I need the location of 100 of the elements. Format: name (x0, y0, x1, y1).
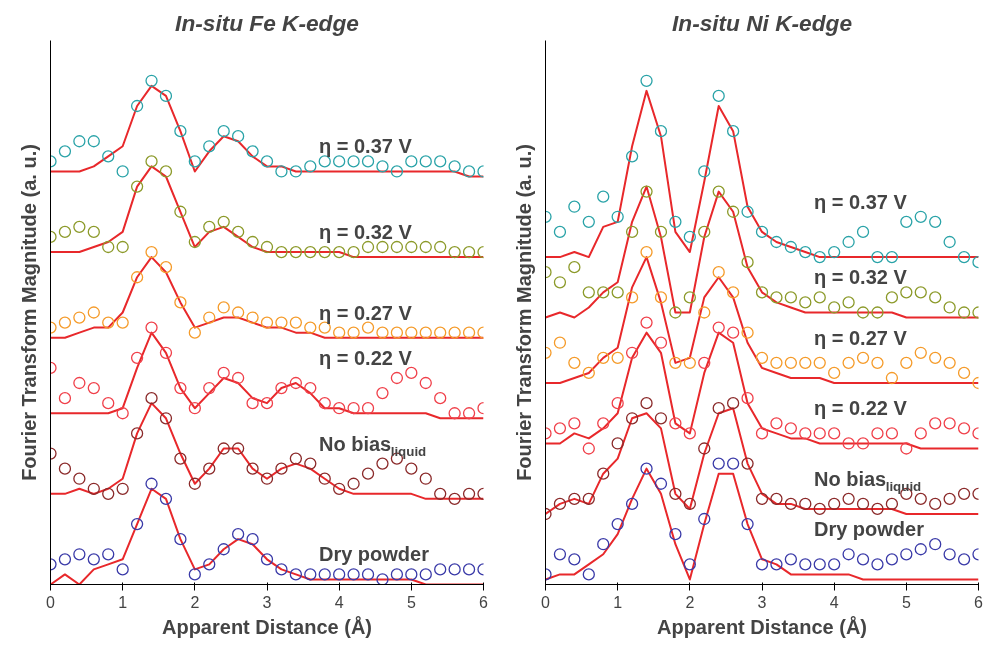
point (58, 145, 72, 158)
point (289, 316, 303, 329)
point (275, 381, 288, 395)
point (275, 462, 288, 475)
point (203, 140, 216, 153)
point (568, 200, 581, 213)
point (799, 296, 812, 309)
point (568, 492, 581, 506)
point (145, 321, 158, 334)
point (582, 215, 595, 228)
point (871, 427, 884, 440)
point (856, 351, 870, 364)
point (611, 437, 624, 450)
point (640, 185, 653, 198)
point (390, 165, 404, 178)
point (683, 497, 696, 511)
point (698, 356, 711, 370)
point (58, 225, 72, 239)
point (116, 407, 129, 420)
point (462, 487, 476, 500)
point (419, 240, 432, 254)
point (130, 180, 144, 193)
point (813, 502, 826, 516)
point (318, 568, 331, 581)
point (856, 225, 870, 239)
point (683, 427, 696, 440)
point (246, 462, 259, 475)
point (376, 386, 389, 400)
point (943, 548, 956, 561)
point (640, 74, 653, 87)
point (856, 497, 870, 511)
point (361, 240, 375, 254)
point (217, 366, 230, 380)
point (174, 205, 187, 218)
point (957, 306, 971, 319)
point (828, 366, 841, 380)
point (130, 99, 144, 113)
point (755, 286, 769, 299)
point (625, 497, 639, 511)
point (289, 568, 303, 581)
point (770, 558, 783, 571)
point (260, 316, 274, 329)
point (640, 316, 653, 329)
point (640, 462, 653, 475)
point (390, 568, 404, 581)
point (347, 155, 360, 168)
point (900, 356, 913, 370)
point (347, 402, 360, 415)
point (217, 215, 230, 228)
series-label: η = 0.32 V (318, 220, 413, 243)
point (957, 366, 971, 380)
point (448, 492, 461, 506)
point (376, 240, 389, 254)
point (726, 397, 740, 410)
point (784, 240, 798, 254)
point (654, 125, 668, 138)
point (871, 558, 884, 571)
point (871, 250, 884, 264)
point (419, 155, 432, 168)
x-tick-label: 4 (334, 593, 344, 611)
point (58, 462, 72, 475)
point (130, 351, 144, 364)
point (943, 492, 956, 506)
point (755, 427, 769, 440)
point (419, 376, 432, 390)
point (741, 517, 754, 531)
point (929, 351, 942, 364)
point (828, 497, 841, 511)
point (943, 356, 956, 370)
point (929, 215, 942, 228)
series-label: η = 0.27 V (318, 301, 413, 324)
series-label: Dry powder (318, 543, 430, 566)
point (885, 250, 899, 264)
point (188, 568, 201, 581)
point (304, 321, 317, 334)
point (654, 336, 668, 349)
x-tick-label: 4 (829, 593, 839, 611)
point (434, 326, 447, 339)
point (553, 225, 567, 239)
point (712, 321, 725, 334)
point (347, 568, 360, 581)
point (914, 210, 927, 223)
point (246, 145, 259, 158)
point (784, 497, 798, 511)
point (914, 427, 927, 440)
series-label: η = 0.37 V (813, 190, 908, 213)
point (553, 422, 567, 435)
point (73, 548, 86, 561)
point (145, 74, 158, 87)
point (900, 548, 913, 561)
point (174, 296, 187, 309)
point (405, 462, 418, 475)
point (231, 527, 245, 541)
point (582, 442, 595, 455)
point (712, 457, 725, 470)
point (799, 356, 812, 370)
point (188, 402, 201, 415)
point (361, 568, 375, 581)
point (885, 291, 899, 304)
point (87, 482, 100, 495)
